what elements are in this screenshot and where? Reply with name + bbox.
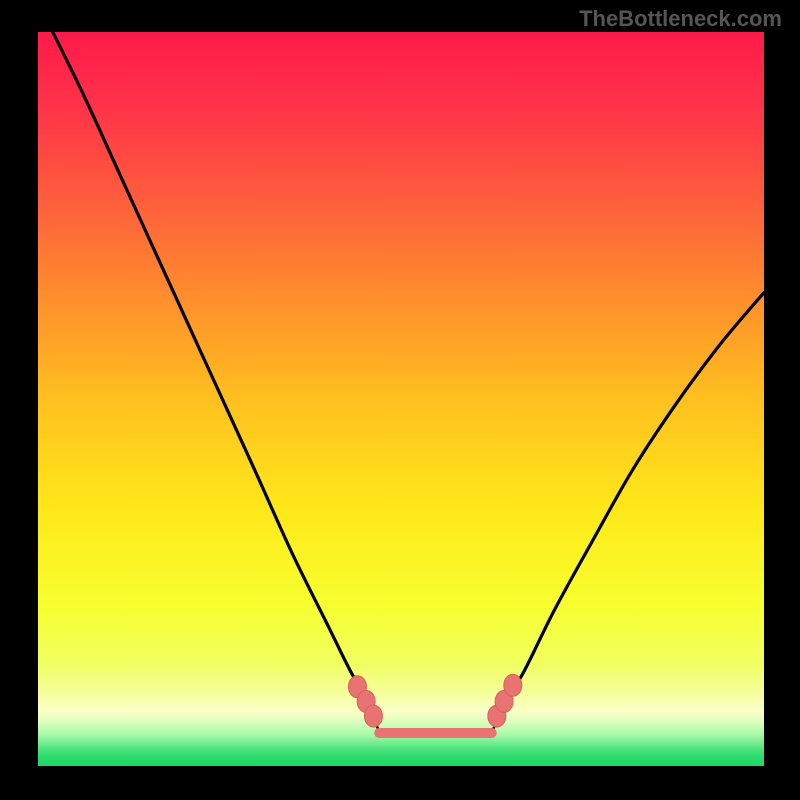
curve-layer: [38, 32, 764, 766]
marker-bead: [504, 674, 522, 696]
left-curve: [38, 32, 371, 706]
marker-bead: [364, 705, 382, 727]
watermark-text: TheBottleneck.com: [579, 6, 782, 32]
plot-area: [38, 32, 764, 766]
chart-frame: TheBottleneck.com: [0, 0, 800, 800]
right-curve: [503, 293, 764, 706]
